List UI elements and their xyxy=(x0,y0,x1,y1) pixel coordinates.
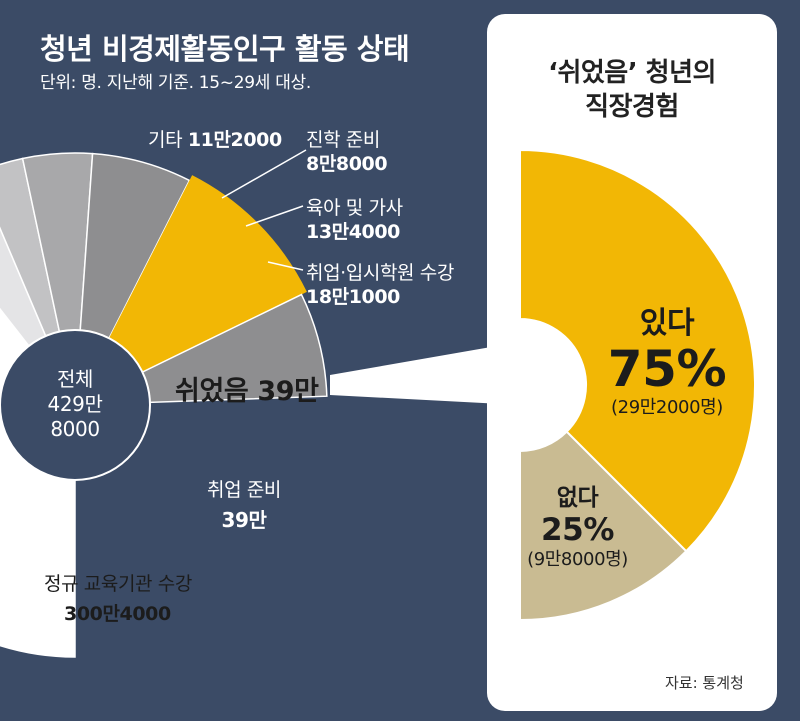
right-pie-canvas xyxy=(519,148,756,622)
slice-name: 취업·입시학원 수강 xyxy=(306,262,454,284)
slice-name: 육아 및 가사 xyxy=(306,197,403,219)
detail-panel xyxy=(487,14,777,711)
slice-name: 정규 교육기관 수강 xyxy=(44,573,192,595)
center-total-line: 8000 xyxy=(50,417,100,441)
slice-value: 39만 xyxy=(221,508,267,532)
slice-value: 39만 xyxy=(257,376,319,407)
leader-line xyxy=(245,205,304,227)
slice-name: 취업 준비 xyxy=(207,479,281,501)
slice-value: 11만2000 xyxy=(187,129,282,151)
leader-line xyxy=(221,149,307,199)
slice-name: 있다 xyxy=(639,306,695,341)
slice-name: 기타 xyxy=(148,129,183,151)
slice-label-rested: 쉬었음 39만 xyxy=(175,376,319,408)
slice-count: (9만8000명) xyxy=(527,549,628,570)
slice-name: 진학 준비 xyxy=(306,129,380,151)
chart-title: 청년 비경제활동인구 활동 상태 xyxy=(40,32,410,66)
left-pie-chart xyxy=(0,149,328,658)
slice-label-advancement-prep: 진학 준비 8만8000 xyxy=(306,128,388,176)
right-chart-title-line1: ‘쉬었음’ 청년의 xyxy=(548,58,716,88)
callout-connector xyxy=(330,342,520,405)
slice-no xyxy=(519,430,688,622)
slice-value: 8만8000 xyxy=(306,153,388,175)
slice-label-regular-education: 정규 교육기관 수강 300만4000 xyxy=(44,572,192,626)
slice-label-other: 기타 11만2000 xyxy=(148,128,282,152)
center-total-label: 전체 429만 8000 xyxy=(20,367,130,442)
center-total-line: 전체 xyxy=(57,367,93,391)
slice-name: 쉬었음 xyxy=(175,376,249,407)
right-chart-title-line2: 직장경험 xyxy=(585,92,679,122)
right-chart-title: ‘쉬었음’ 청년의 직장경험 xyxy=(487,56,777,124)
slice-label-childcare-housework: 육아 및 가사 13만4000 xyxy=(306,196,403,244)
slice-percent: 75% xyxy=(607,340,727,398)
slice-value: 13만4000 xyxy=(306,221,401,243)
leader-line xyxy=(267,261,304,271)
slice-label-job-prep: 취업 준비 39만 xyxy=(188,478,300,532)
slice-value: 18만1000 xyxy=(306,286,401,308)
chart-subtitle: 단위: 명. 지난해 기준. 15~29세 대상. xyxy=(40,73,312,93)
slice-value: 300만4000 xyxy=(64,603,171,625)
slice-percent: 25% xyxy=(540,512,614,548)
right-pie-chart xyxy=(519,148,756,622)
slice-name: 없다 xyxy=(556,485,599,511)
source-note: 자료: 통계청 xyxy=(665,674,744,692)
slice-label-yes: 있다 75% (29만2000명) xyxy=(597,306,737,420)
slice-label-academy: 취업·입시학원 수강 18만1000 xyxy=(306,261,454,309)
slice-yes xyxy=(519,148,756,553)
slice-label-no: 없다 25% (9만8000명) xyxy=(515,484,640,572)
slice-count: (29만2000명) xyxy=(611,397,723,418)
center-hole xyxy=(0,329,151,481)
slice-rested xyxy=(109,175,307,373)
center-total-line: 429만 xyxy=(47,392,103,416)
